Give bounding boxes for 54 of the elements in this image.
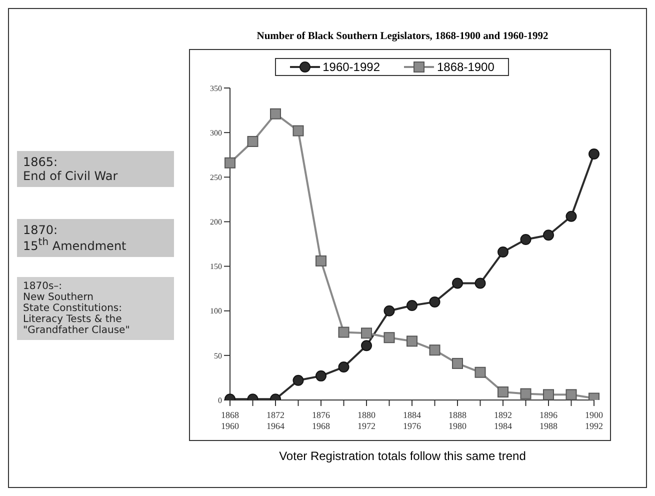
point bbox=[474, 366, 486, 378]
point bbox=[498, 386, 508, 398]
x-tick-label: 1888 1980 bbox=[448, 410, 467, 431]
y-tick-label: 50 bbox=[214, 351, 222, 360]
y-tick-label: 350 bbox=[210, 84, 222, 93]
point bbox=[474, 278, 486, 289]
point bbox=[566, 389, 577, 400]
text: 1870: 15$^{th}$ Amendment bbox=[17, 219, 174, 257]
point bbox=[520, 388, 532, 400]
point bbox=[338, 362, 350, 373]
point bbox=[498, 246, 508, 258]
point bbox=[543, 389, 554, 400]
point bbox=[452, 358, 463, 369]
x-tick-label: 1872 1964 bbox=[266, 410, 285, 431]
y-tick-label: 200 bbox=[210, 218, 222, 227]
point bbox=[316, 370, 326, 382]
x-tick-label: 1892 1984 bbox=[494, 410, 512, 431]
x-tick-label: 1880 1972 bbox=[358, 410, 376, 431]
point bbox=[292, 125, 304, 136]
y-tick-label: 100 bbox=[210, 306, 222, 316]
x-tick-label: 1876 1968 bbox=[312, 410, 330, 431]
x-tick-label: 1868 1960 bbox=[221, 410, 240, 431]
x-tick-label: 1900 1992 bbox=[585, 410, 604, 431]
point bbox=[566, 210, 577, 222]
point bbox=[270, 108, 281, 120]
point bbox=[247, 136, 258, 147]
point bbox=[292, 374, 304, 386]
point bbox=[429, 344, 440, 356]
point bbox=[588, 148, 600, 160]
point bbox=[384, 305, 395, 316]
y-tick-label: 300 bbox=[210, 128, 222, 138]
legend-label: 1960-1992 bbox=[322, 60, 380, 74]
legend-label: 1868-1900 bbox=[436, 60, 494, 74]
point bbox=[543, 230, 554, 241]
point bbox=[520, 234, 532, 246]
x-tick-label: 1884 1976 bbox=[403, 410, 422, 431]
point bbox=[406, 300, 418, 312]
point bbox=[429, 296, 440, 308]
point bbox=[224, 157, 236, 168]
chart-title: Number of Black Southern Legislators, 1868-1900 and 1960-1992 bbox=[256, 31, 550, 42]
point bbox=[338, 326, 350, 338]
point bbox=[316, 255, 326, 266]
point bbox=[452, 278, 463, 289]
point bbox=[406, 336, 418, 347]
text: 1865: End of Civil War bbox=[17, 151, 174, 187]
text: 1870s–: New Southern State Constitutions: Literacy Tests & the "Grandfather Clause" bbox=[17, 277, 174, 340]
y-tick-label: 0 bbox=[218, 396, 222, 405]
y-tick-label: 150 bbox=[210, 262, 222, 272]
point bbox=[361, 340, 372, 352]
point bbox=[361, 328, 372, 339]
x-tick-label: 1896 1988 bbox=[540, 410, 558, 431]
text: Voter Registration totals follow this same trend bbox=[278, 449, 527, 463]
y-tick-label: 250 bbox=[210, 172, 222, 182]
point bbox=[384, 332, 395, 344]
